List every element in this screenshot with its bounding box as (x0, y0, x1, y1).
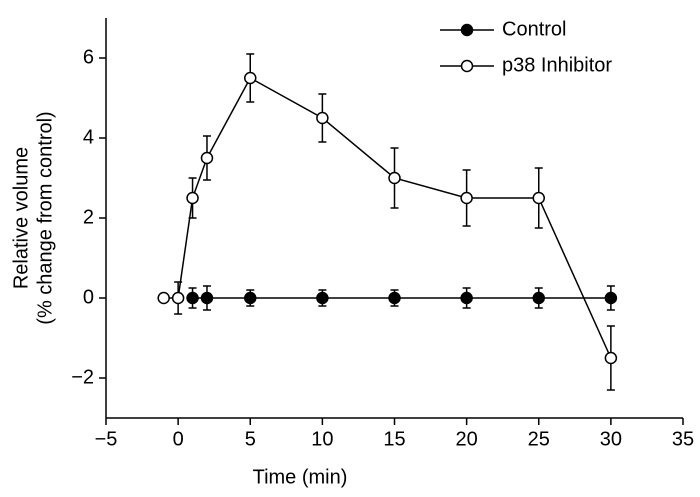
y-tick-label: 4 (83, 126, 94, 148)
data-point (200, 151, 214, 165)
x-tick-label: 15 (383, 428, 405, 450)
y-tick-label: 6 (83, 46, 94, 68)
y-axis-label: (% change from control) (34, 111, 56, 324)
data-point (316, 291, 329, 305)
x-axis-label: Time (min) (253, 466, 348, 488)
data-point (200, 291, 214, 305)
legend-label: Control (502, 18, 566, 40)
data-point (244, 291, 257, 305)
y-tick-label: 0 (83, 286, 94, 308)
data-point (532, 191, 545, 205)
x-tick-label: 20 (456, 428, 478, 450)
y-tick-label: 2 (83, 206, 94, 228)
data-point (244, 71, 257, 85)
data-point (157, 291, 170, 305)
x-tick-label: 10 (311, 428, 333, 450)
legend-marker (460, 59, 474, 73)
y-tick-label: −2 (71, 366, 94, 388)
data-point (604, 351, 618, 365)
data-point (171, 291, 185, 305)
legend-marker (460, 23, 474, 37)
data-point (460, 291, 473, 305)
data-point (388, 291, 401, 305)
x-tick-label: 35 (672, 428, 694, 450)
data-point (604, 291, 618, 305)
data-point (316, 111, 329, 125)
y-axis-label: Relative volume (10, 147, 32, 289)
x-tick-label: 25 (528, 428, 550, 450)
data-point (186, 291, 199, 305)
data-point (532, 291, 545, 305)
data-point (460, 191, 473, 205)
series-line (163, 76, 612, 359)
x-tick-label: 0 (173, 428, 184, 450)
x-tick-label: −5 (95, 428, 118, 450)
legend-label: p38 Inhibitor (502, 54, 612, 76)
data-point (388, 171, 401, 185)
x-tick-label: 30 (600, 428, 622, 450)
data-point (186, 191, 199, 205)
x-tick-label: 5 (245, 428, 256, 450)
